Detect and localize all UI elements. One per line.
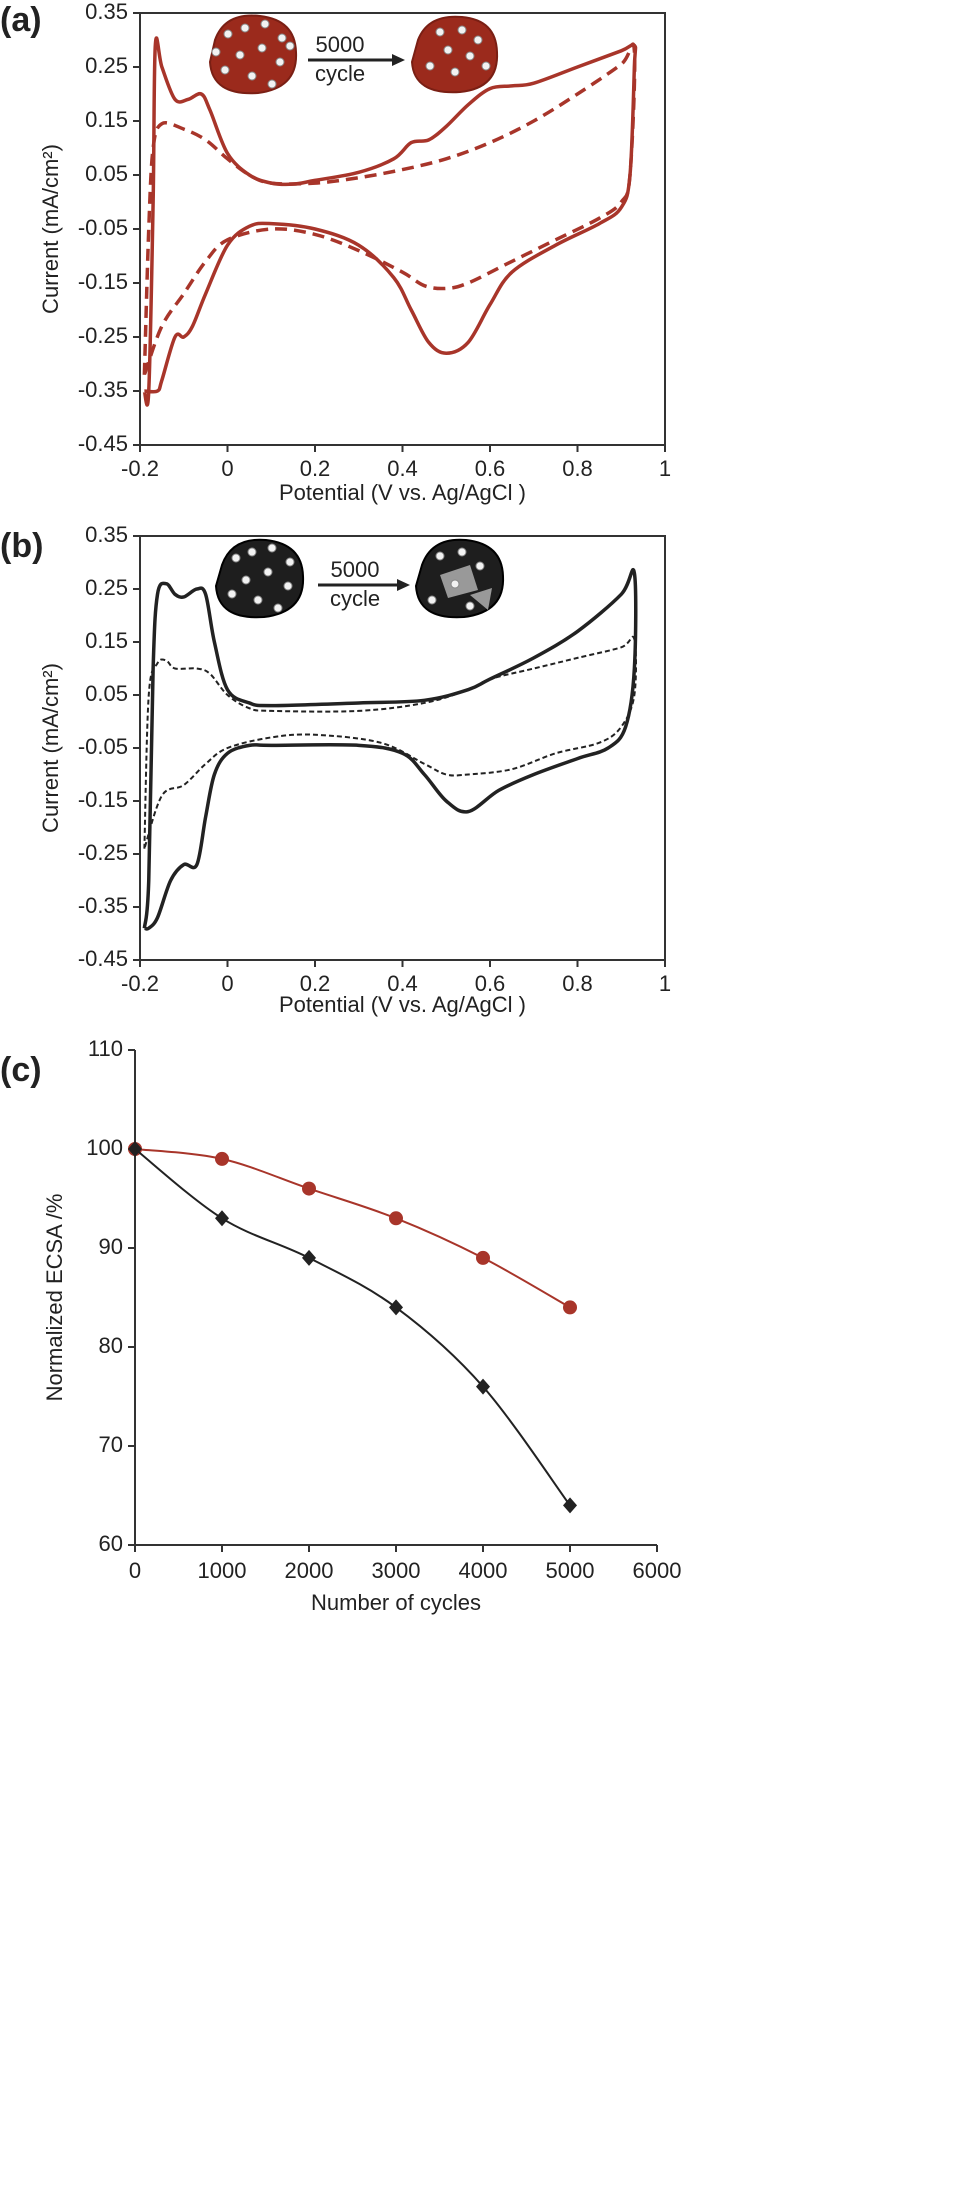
x-tick-label: 0.4 [387, 971, 418, 996]
annotation: 5000 [316, 32, 365, 57]
panel-letter: (a) [0, 1, 42, 39]
y-tick-label: -0.35 [78, 893, 128, 918]
x-tick-label: 0.4 [387, 456, 418, 481]
y-tick-label: -0.25 [78, 840, 128, 865]
series-line [134, 1148, 571, 1506]
marker [389, 1211, 403, 1226]
x-tick-label: 0 [221, 971, 233, 996]
x-axis-title: Number of cycles [311, 1590, 481, 1615]
y-tick-label: 0.15 [85, 107, 128, 132]
y-tick-label: 110 [88, 1036, 123, 1061]
x-tick-label: 1 [659, 971, 671, 996]
y-tick-label: 60 [99, 1531, 123, 1556]
y-tick-label: -0.15 [78, 787, 128, 812]
series-line [143, 635, 638, 850]
marker [476, 1378, 490, 1395]
series-line [142, 36, 638, 407]
y-tick-label: 0.05 [85, 161, 128, 186]
x-tick-label: 3000 [372, 1558, 421, 1583]
marker [302, 1181, 316, 1196]
marker [215, 1210, 229, 1227]
y-axis-title: Current (mA/cm²) [38, 663, 63, 833]
y-tick-label: -0.45 [78, 431, 128, 456]
x-tick-label: 0.8 [562, 456, 593, 481]
x-tick-label: 5000 [546, 1558, 595, 1583]
x-tick-label: 0.6 [475, 971, 506, 996]
series-line [142, 568, 638, 931]
y-tick-label: -0.45 [78, 946, 128, 971]
marker [563, 1300, 577, 1315]
x-tick-label: 1 [659, 456, 671, 481]
x-tick-label: 0 [129, 1558, 141, 1583]
y-tick-label: -0.15 [78, 269, 128, 294]
y-axis-title: Current (mA/cm²) [38, 144, 63, 314]
y-tick-label: 0.35 [85, 522, 128, 547]
marker [389, 1299, 403, 1316]
annotation: cycle [315, 61, 365, 86]
y-tick-label: 100 [86, 1135, 123, 1160]
marker [302, 1249, 316, 1266]
series-line [142, 42, 637, 376]
x-tick-label: 0 [221, 456, 233, 481]
marker [128, 1141, 142, 1157]
annotation: cycle [330, 586, 380, 611]
marker [215, 1151, 229, 1166]
x-tick-label: 4000 [459, 1558, 508, 1583]
x-tick-label: 6000 [633, 1558, 682, 1583]
inset-b [214, 538, 505, 619]
y-axis-title: Normalized ECSA /% [42, 1194, 67, 1402]
panel-letter: (c) [0, 1051, 42, 1089]
y-tick-label: 0.15 [85, 628, 128, 653]
series-line [134, 1148, 571, 1309]
y-tick-label: 0.05 [85, 681, 128, 706]
x-tick-label: 2000 [285, 1558, 334, 1583]
x-tick-label: 0.2 [300, 456, 331, 481]
x-tick-label: 1000 [198, 1558, 247, 1583]
y-tick-label: 0.25 [85, 575, 128, 600]
x-tick-label: 0.6 [475, 456, 506, 481]
inset-a [208, 14, 499, 95]
y-tick-label: 80 [99, 1333, 123, 1358]
y-tick-label: 90 [99, 1234, 123, 1259]
y-tick-label: -0.05 [78, 734, 128, 759]
y-tick-label: 70 [99, 1432, 123, 1457]
x-tick-label: 0.8 [562, 971, 593, 996]
marker [563, 1497, 577, 1514]
panel-letter: (b) [0, 527, 43, 565]
y-tick-label: -0.25 [78, 323, 128, 348]
x-tick-label: 0.2 [300, 971, 331, 996]
y-tick-label: 0.35 [85, 0, 128, 24]
x-tick-label: -0.2 [121, 971, 159, 996]
x-axis-title: Potential (V vs. Ag/AgCl ) [279, 992, 526, 1017]
annotation: 5000 [331, 557, 380, 582]
x-axis-title: Potential (V vs. Ag/AgCl ) [279, 480, 526, 505]
y-tick-label: 0.25 [85, 53, 128, 78]
marker [476, 1250, 490, 1265]
x-tick-label: -0.2 [121, 456, 159, 481]
y-tick-label: -0.35 [78, 377, 128, 402]
y-tick-label: -0.05 [78, 215, 128, 240]
